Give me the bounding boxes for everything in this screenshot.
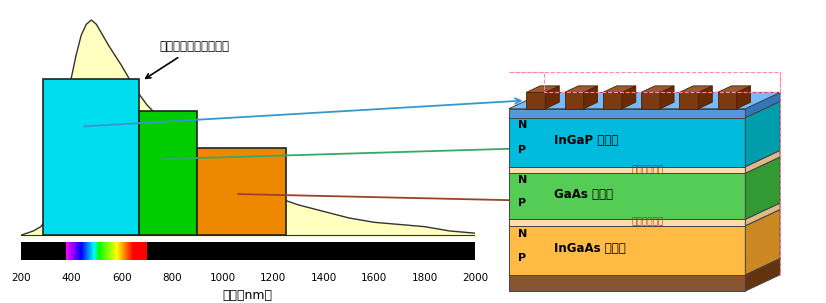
Polygon shape	[603, 86, 636, 92]
Polygon shape	[745, 258, 780, 291]
Polygon shape	[509, 219, 745, 226]
Text: InGaAs ボトム: InGaAs ボトム	[554, 242, 626, 255]
Polygon shape	[564, 86, 597, 92]
Text: P: P	[518, 253, 525, 263]
Bar	[44, 79, 140, 235]
Polygon shape	[699, 86, 712, 109]
Polygon shape	[718, 92, 737, 109]
Polygon shape	[679, 92, 699, 109]
Polygon shape	[679, 86, 712, 92]
Polygon shape	[584, 86, 597, 109]
Polygon shape	[526, 86, 559, 92]
Polygon shape	[509, 226, 745, 275]
Polygon shape	[641, 86, 674, 92]
Text: 太陽光エネルギー分布: 太陽光エネルギー分布	[145, 40, 230, 78]
Polygon shape	[745, 150, 780, 173]
Text: P: P	[518, 145, 525, 155]
Polygon shape	[509, 167, 745, 173]
X-axis label: 波長（nm）: 波長（nm）	[223, 289, 273, 302]
Polygon shape	[622, 86, 636, 109]
Polygon shape	[509, 173, 745, 219]
Polygon shape	[509, 258, 780, 275]
Bar	[140, 111, 197, 235]
Polygon shape	[745, 157, 780, 219]
Polygon shape	[545, 86, 559, 109]
Polygon shape	[509, 92, 780, 109]
Polygon shape	[526, 92, 545, 109]
Polygon shape	[660, 86, 674, 109]
Polygon shape	[745, 101, 780, 167]
Polygon shape	[745, 209, 780, 275]
Polygon shape	[509, 109, 745, 118]
Polygon shape	[509, 157, 780, 173]
Polygon shape	[718, 86, 751, 92]
Text: P: P	[518, 198, 525, 208]
Polygon shape	[509, 101, 780, 118]
Bar	[197, 148, 286, 235]
Polygon shape	[737, 86, 751, 109]
Text: InGaP トップ: InGaP トップ	[554, 134, 619, 147]
Polygon shape	[745, 203, 780, 226]
Text: N: N	[518, 120, 527, 130]
Polygon shape	[564, 92, 584, 109]
Text: GaAs ミドル: GaAs ミドル	[554, 188, 613, 201]
Text: トンネル接合: トンネル接合	[632, 218, 664, 226]
Polygon shape	[745, 92, 780, 118]
Polygon shape	[509, 275, 745, 291]
Text: N: N	[518, 228, 527, 238]
Polygon shape	[509, 209, 780, 226]
Polygon shape	[509, 150, 780, 167]
Polygon shape	[509, 118, 745, 167]
Text: N: N	[518, 175, 527, 185]
Polygon shape	[641, 92, 660, 109]
Bar	[21, 242, 475, 260]
Polygon shape	[509, 203, 780, 219]
Polygon shape	[603, 92, 622, 109]
Text: トンネル接合: トンネル接合	[632, 165, 664, 174]
